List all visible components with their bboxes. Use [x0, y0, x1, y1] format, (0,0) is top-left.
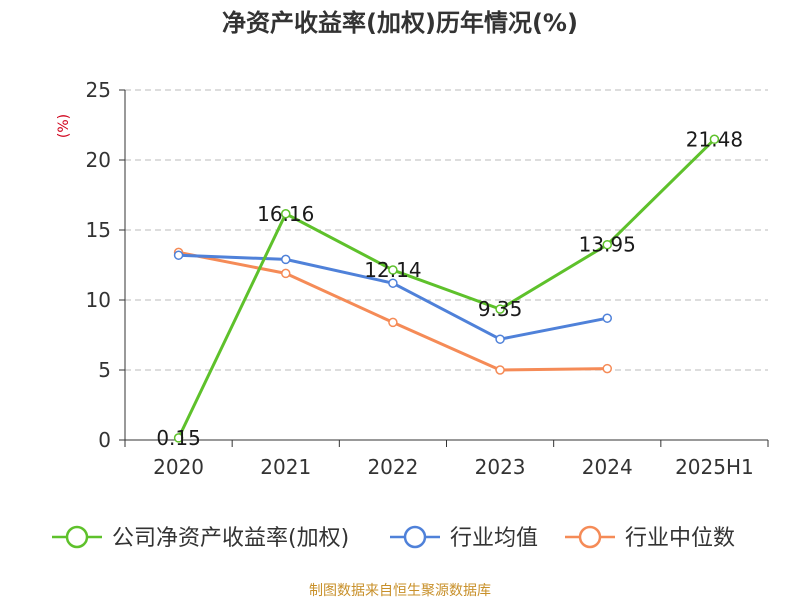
gridlines: [125, 89, 768, 371]
legend: 公司净资产收益率(加权) 行业均值 行业中位数: [52, 525, 735, 551]
data-point: [281, 268, 291, 279]
x-tick-label: 2022: [367, 455, 418, 479]
data-point: [602, 363, 612, 374]
data-label: 16.16: [257, 202, 314, 226]
data-point: [281, 254, 291, 265]
data-point: [709, 134, 720, 145]
x-tick-label: 2023: [475, 455, 526, 479]
legend-label: 行业中位数: [625, 526, 735, 551]
data-point: [602, 313, 612, 323]
y-tick-label: 0: [98, 428, 111, 452]
data-point: [495, 334, 505, 344]
data-point: [281, 209, 291, 219]
source-note: 制图数据来自恒生聚源数据库: [309, 583, 491, 599]
data-labels: 0.15 16.16 12.14 9.35 13.95 21.48: [156, 127, 743, 450]
data-point: [173, 250, 184, 260]
data-label: 9.35: [478, 297, 523, 321]
data-point: [388, 278, 398, 288]
legend-swatch-marker: [65, 525, 89, 549]
series-layer: [173, 134, 720, 443]
data-label: 21.48: [686, 127, 743, 151]
data-point: [495, 365, 505, 375]
y-tick-label: 15: [86, 218, 111, 242]
legend-swatch-marker: [403, 525, 427, 549]
series-line: [177, 138, 716, 439]
legend-swatch-marker: [578, 525, 602, 549]
data-label: 13.95: [579, 233, 636, 257]
data-point: [388, 265, 398, 275]
x-tick-label: 2020: [153, 455, 204, 479]
data-point: [602, 239, 612, 250]
y-axis-unit: (%): [56, 114, 72, 138]
y-tick-label: 20: [86, 148, 111, 172]
legend-item: 行业中位数: [565, 525, 735, 551]
chart-title: 净资产收益率(加权)历年情况(%): [222, 9, 578, 37]
y-tick-label: 10: [86, 288, 111, 312]
data-label: 12.14: [364, 258, 421, 282]
legend-label: 行业均值: [450, 526, 538, 551]
axes: 0 5 10 15 20 25 2020 2021 2022 2023 2024 2025H1: [86, 78, 769, 479]
data-label: 0.15: [156, 426, 201, 450]
data-point: [495, 304, 505, 314]
y-tick-label: 5: [98, 358, 111, 382]
x-tick-label: 2021: [260, 455, 311, 479]
legend-item: 公司净资产收益率(加权): [52, 525, 349, 551]
x-tick-label: 2025H1: [675, 455, 754, 479]
y-tick-label: 25: [86, 78, 111, 102]
data-point: [388, 317, 398, 328]
data-point: [173, 433, 184, 443]
legend-label: 公司净资产收益率(加权): [112, 526, 349, 551]
legend-item: 行业均值: [390, 525, 538, 551]
x-tick-label: 2024: [582, 455, 633, 479]
